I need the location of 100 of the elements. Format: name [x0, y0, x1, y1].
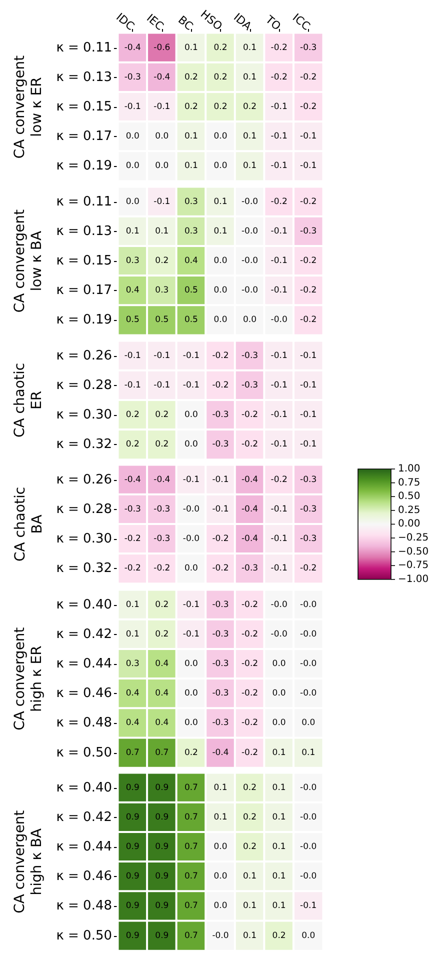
- data-label: 0.5: [184, 286, 198, 296]
- data-label: -0.3: [241, 380, 258, 390]
- data-label: -0.1: [300, 902, 317, 912]
- data-label: 0.2: [243, 842, 257, 852]
- data-label: -0.1: [270, 410, 288, 420]
- data-label: -0.3: [154, 534, 170, 544]
- data-label: 0.4: [155, 688, 169, 698]
- data-label: 0.1: [302, 748, 316, 758]
- data-label: 0.0: [272, 718, 286, 728]
- data-label: -0.6: [154, 42, 170, 53]
- data-label: -0.3: [212, 440, 229, 450]
- color-bar-label: −0.50: [398, 546, 429, 558]
- data-label: -0.1: [270, 256, 288, 266]
- data-label: 0.4: [126, 688, 140, 698]
- data-label: -0.1: [124, 102, 141, 112]
- data-label: 0.2: [155, 256, 169, 266]
- data-label: 0.1: [184, 161, 198, 172]
- data-label: 0.1: [184, 42, 198, 53]
- data-label: -0.3: [300, 534, 317, 544]
- data-label: -0.3: [300, 475, 317, 486]
- y-tick-label: κ = 0.44: [56, 840, 112, 855]
- data-label: 0.5: [126, 315, 140, 326]
- data-label: -0.3: [212, 718, 229, 728]
- data-label: -0.2: [270, 42, 288, 53]
- data-label: -0.2: [241, 410, 258, 420]
- data-label: 0.1: [243, 872, 257, 882]
- data-label: -0.4: [241, 534, 258, 544]
- data-label: -0.1: [300, 380, 317, 390]
- data-label: -0.2: [212, 564, 229, 574]
- data-label: -0.2: [241, 718, 258, 728]
- data-label: 0.0: [214, 842, 228, 852]
- data-label: 0.1: [243, 132, 257, 142]
- data-label: -0.3: [212, 629, 229, 640]
- data-label: -0.1: [270, 226, 288, 236]
- y-tick-label: κ = 0.32: [56, 437, 112, 452]
- data-label: 0.5: [184, 315, 198, 326]
- y-tick-label: κ = 0.46: [56, 869, 112, 884]
- data-label: 0.9: [155, 902, 169, 912]
- x-tick-label: ICC: [290, 11, 313, 34]
- data-label: -0.3: [300, 226, 317, 236]
- data-label: -0.2: [212, 534, 229, 544]
- data-label: 0.2: [184, 72, 198, 82]
- data-label: -0.0: [300, 872, 317, 882]
- data-label: 0.0: [214, 286, 228, 296]
- color-bar-label: −0.75: [398, 560, 429, 572]
- data-label: -0.3: [124, 72, 141, 82]
- data-label: -0.2: [300, 196, 317, 207]
- data-label: -0.1: [270, 564, 288, 574]
- x-tick-label: BC: [176, 13, 196, 34]
- data-label: -0.1: [270, 440, 288, 450]
- data-label: -0.3: [212, 658, 229, 669]
- data-label: 0.0: [214, 902, 228, 912]
- data-label: -0.2: [212, 350, 229, 361]
- data-label: -0.3: [300, 42, 317, 53]
- data-label: -0.0: [300, 600, 317, 610]
- data-label: 0.0: [126, 132, 140, 142]
- data-label: 0.1: [272, 783, 286, 794]
- data-label: 0.2: [243, 102, 257, 112]
- data-label: 0.0: [126, 196, 140, 207]
- data-label: 0.7: [184, 783, 198, 794]
- data-label: 0.1: [272, 902, 286, 912]
- data-label: 0.2: [214, 72, 228, 82]
- data-label: 0.0: [214, 132, 228, 142]
- data-label: -0.4: [241, 504, 258, 515]
- data-label: -0.3: [241, 350, 258, 361]
- data-label: 0.0: [214, 872, 228, 882]
- data-label: -0.1: [182, 629, 200, 640]
- y-tick-label: κ = 0.46: [56, 686, 112, 701]
- data-label: 0.2: [155, 410, 169, 420]
- color-bar-label: −1.00: [398, 574, 429, 586]
- data-label: 0.1: [155, 226, 169, 236]
- color-bar-label: 1.00: [398, 464, 420, 475]
- y-tick-label: κ = 0.42: [56, 626, 112, 642]
- data-label: 0.1: [214, 812, 228, 823]
- data-label: -0.4: [212, 748, 229, 758]
- data-label: 0.1: [214, 783, 228, 794]
- data-label: -0.2: [212, 380, 229, 390]
- data-label: 0.9: [126, 902, 140, 912]
- data-label: -0.1: [300, 132, 317, 142]
- data-label: 0.9: [155, 812, 169, 823]
- y-tick-label: κ = 0.19: [56, 158, 112, 174]
- data-label: 0.0: [155, 132, 169, 142]
- data-label: -0.1: [124, 350, 141, 361]
- data-label: -0.2: [241, 688, 258, 698]
- data-label: -0.0: [270, 629, 288, 640]
- data-label: 0.0: [272, 688, 286, 698]
- data-label: -0.3: [212, 410, 229, 420]
- y-tick-label: κ = 0.32: [56, 561, 112, 576]
- y-tick-label: κ = 0.15: [56, 100, 112, 114]
- data-label: 0.2: [243, 812, 257, 823]
- data-label: 0.0: [155, 161, 169, 172]
- data-label: -0.0: [241, 286, 258, 296]
- data-label: -0.1: [212, 475, 229, 486]
- data-label: 0.9: [126, 842, 140, 852]
- data-label: 0.2: [155, 440, 169, 450]
- y-axis-title: CA chaotic BA: [12, 487, 46, 562]
- x-tick-label: IDA: [231, 10, 254, 34]
- data-label: -0.0: [300, 812, 317, 823]
- data-label: 0.1: [214, 196, 228, 207]
- data-label: -0.1: [182, 380, 200, 390]
